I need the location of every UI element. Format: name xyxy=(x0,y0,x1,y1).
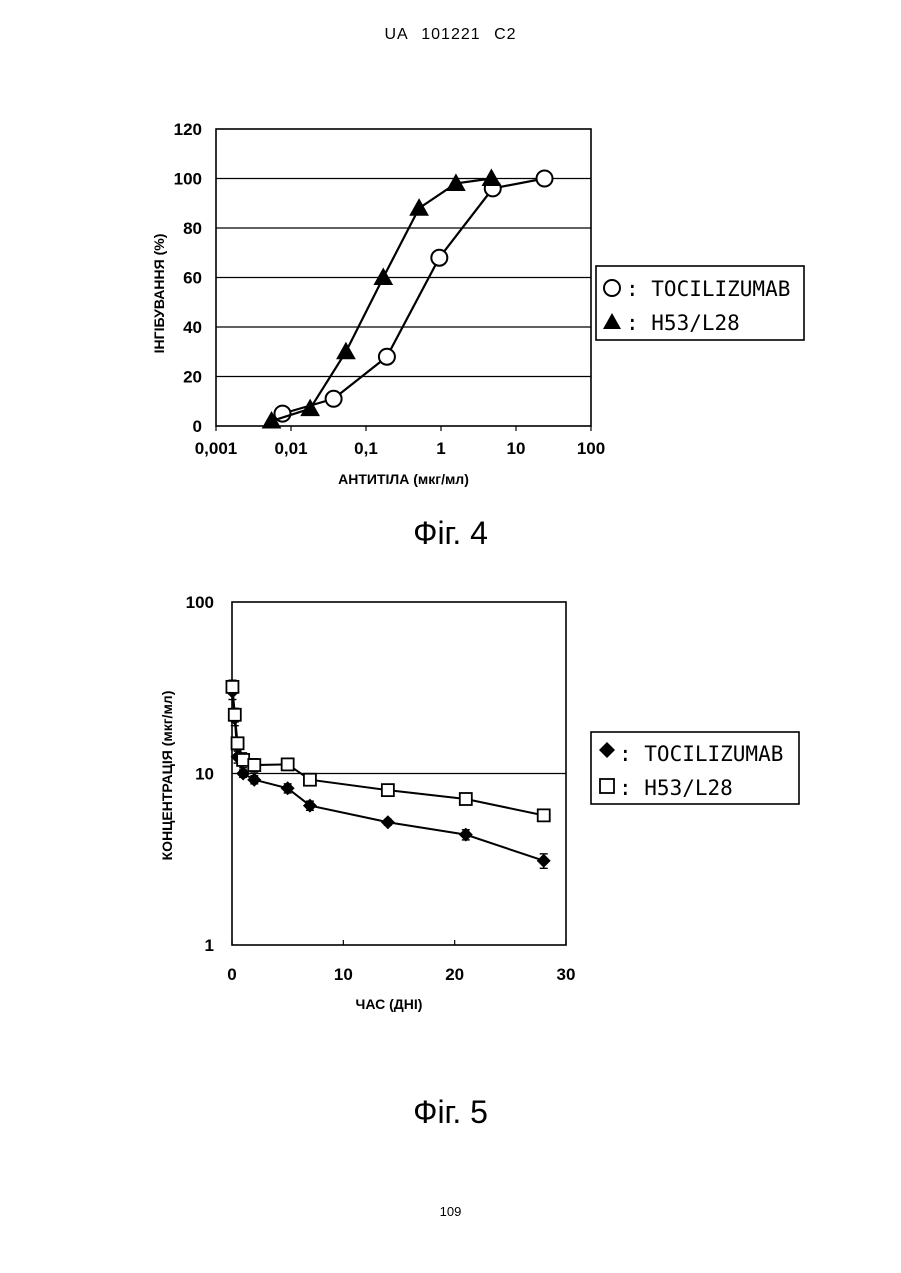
data-point-diamond xyxy=(459,828,473,842)
x-tick-label: 0 xyxy=(227,965,236,984)
data-point-square xyxy=(304,774,316,786)
data-point-square xyxy=(226,681,238,693)
legend-square-marker xyxy=(600,779,614,793)
y-tick-label: 10 xyxy=(195,765,214,784)
data-point-square xyxy=(282,758,294,770)
data-point-square xyxy=(460,793,472,805)
legend-label: : H53/L28 xyxy=(619,776,733,800)
series-line xyxy=(232,692,543,861)
page-number: 109 xyxy=(0,1204,901,1219)
data-point-square xyxy=(232,737,244,749)
data-point-square xyxy=(229,709,241,721)
data-point-square xyxy=(538,809,550,821)
y-axis-label: КОНЦЕНТРАЦІЯ (мкг/мл) xyxy=(159,691,175,861)
data-point-square xyxy=(382,784,394,796)
x-tick-label: 10 xyxy=(334,965,353,984)
data-point-diamond xyxy=(381,815,395,829)
x-axis-label: ЧАС (ДНІ) xyxy=(356,996,423,1012)
x-tick-label: 30 xyxy=(557,965,576,984)
data-point-diamond xyxy=(537,854,551,868)
y-tick-label: 100 xyxy=(186,593,214,612)
y-tick-label: 1 xyxy=(205,936,214,955)
data-point-diamond xyxy=(247,773,261,787)
data-point-square xyxy=(237,754,249,766)
data-point-square xyxy=(248,759,260,771)
figure-5-caption: Фіг. 5 xyxy=(0,1094,901,1131)
concentration-chart: 1 10 100 0 10 20 30 ЧАС (ДНІ) КОНЦЕНТРАЦІЯ (мкг/… xyxy=(0,0,901,1040)
x-tick-label: 20 xyxy=(445,965,464,984)
legend-label: : TOCILIZUMAB xyxy=(619,742,783,766)
